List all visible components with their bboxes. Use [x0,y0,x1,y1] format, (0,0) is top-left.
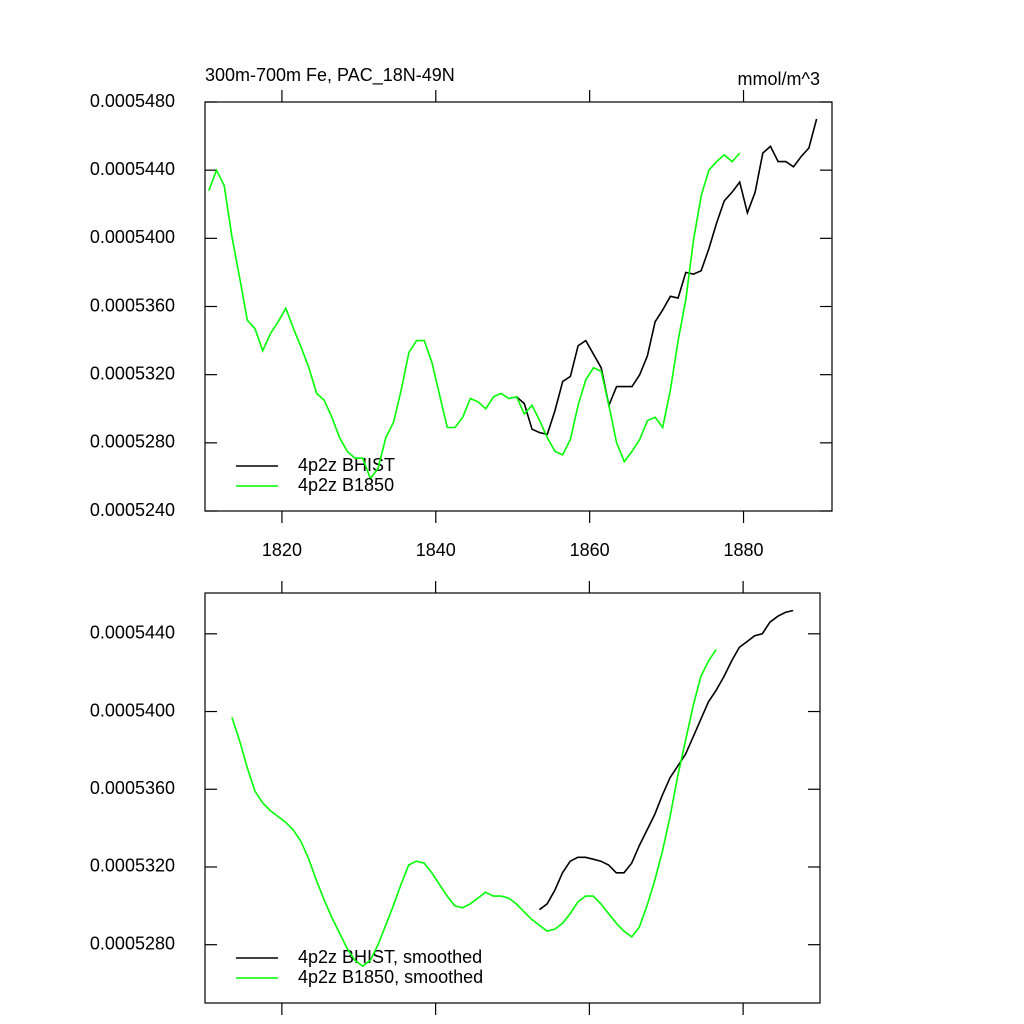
units-label: mmol/m^3 [738,69,820,89]
data-line [516,118,818,436]
legend-label: 4p2z B1850, smoothed [298,967,483,987]
y-tick-label: 0.0005280 [90,432,175,452]
legend-label: 4p2z B1850 [298,475,394,495]
chart-title: 300m-700m Fe, PAC_18N-49N [205,65,455,86]
x-tick-label: 1880 [724,540,764,560]
legend-label: 4p2z BHIST, smoothed [298,947,482,967]
plot-frame [204,592,821,1004]
y-tick-label: 0.0005400 [90,700,175,720]
y-tick-label: 0.0005440 [90,159,175,179]
plot-frame [204,101,833,512]
y-tick-label: 0.0005320 [90,856,175,876]
y-tick-label: 0.0005400 [90,227,175,247]
y-tick-label: 0.0005320 [90,363,175,383]
data-line [538,609,794,911]
y-tick-label: 0.0005480 [90,91,175,111]
x-tick-label: 1860 [570,540,610,560]
y-tick-label: 0.0005240 [90,500,175,520]
y-tick-label: 0.0005360 [90,295,175,315]
data-line [231,648,717,968]
y-tick-label: 0.0005360 [90,778,175,798]
x-tick-label: 1820 [262,540,302,560]
data-line [208,152,741,481]
y-tick-label: 0.0005280 [90,933,175,953]
legend-label: 4p2z BHIST [298,455,395,475]
x-tick-label: 1840 [416,540,456,560]
y-tick-label: 0.0005440 [90,623,175,643]
